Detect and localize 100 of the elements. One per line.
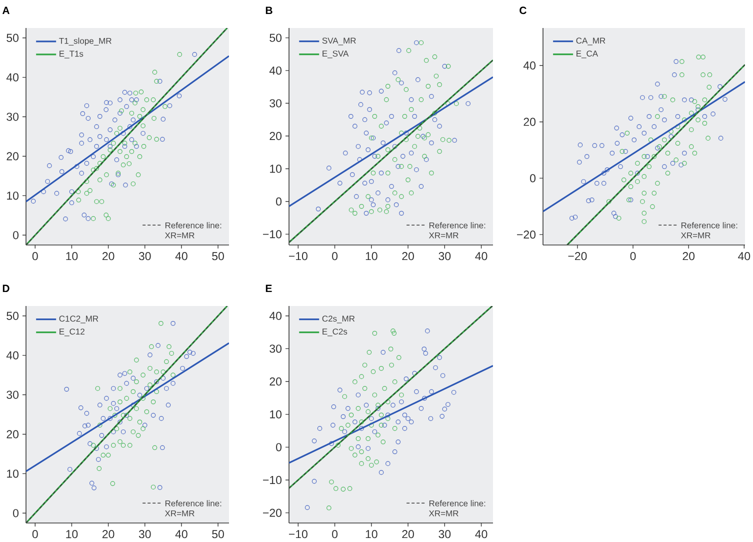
point bbox=[342, 429, 348, 434]
point bbox=[440, 137, 446, 142]
point bbox=[680, 59, 684, 64]
point bbox=[424, 58, 429, 63]
point bbox=[366, 436, 371, 442]
point bbox=[366, 147, 371, 152]
point bbox=[90, 154, 96, 160]
point bbox=[359, 426, 364, 431]
point bbox=[108, 100, 113, 106]
chart-title: D bbox=[2, 284, 10, 292]
x-tick-label: 40 bbox=[175, 252, 188, 260]
point bbox=[396, 164, 401, 169]
point bbox=[129, 110, 134, 116]
point bbox=[154, 389, 159, 394]
point bbox=[359, 374, 364, 379]
point bbox=[100, 416, 106, 421]
y-tick-label: 20 bbox=[270, 377, 282, 386]
point bbox=[628, 116, 634, 121]
point bbox=[166, 402, 171, 408]
point bbox=[104, 396, 109, 401]
point bbox=[154, 136, 159, 142]
point bbox=[399, 392, 404, 398]
point bbox=[604, 167, 610, 172]
point bbox=[118, 149, 122, 154]
point bbox=[352, 379, 358, 384]
point bbox=[376, 190, 380, 196]
point bbox=[99, 199, 104, 204]
point bbox=[94, 144, 99, 149]
point bbox=[130, 181, 136, 186]
point bbox=[389, 362, 394, 368]
point bbox=[184, 354, 189, 359]
x-tick-label: 10 bbox=[366, 252, 378, 260]
point bbox=[404, 137, 409, 142]
point bbox=[614, 140, 620, 146]
point bbox=[446, 138, 452, 143]
point bbox=[385, 412, 390, 418]
point bbox=[156, 343, 160, 348]
point bbox=[348, 412, 354, 418]
point bbox=[613, 214, 618, 219]
point bbox=[86, 422, 91, 428]
point bbox=[119, 108, 124, 114]
point bbox=[620, 132, 625, 138]
point bbox=[136, 433, 141, 438]
point bbox=[394, 202, 399, 208]
point bbox=[79, 170, 84, 176]
point bbox=[700, 72, 706, 78]
point bbox=[662, 137, 667, 142]
point bbox=[437, 124, 442, 129]
point bbox=[47, 163, 52, 168]
point bbox=[144, 409, 150, 414]
point bbox=[108, 148, 113, 152]
point bbox=[412, 114, 418, 119]
point bbox=[369, 422, 374, 428]
point bbox=[88, 137, 92, 142]
point bbox=[152, 445, 158, 450]
point bbox=[392, 144, 398, 149]
point bbox=[437, 82, 442, 88]
point bbox=[137, 392, 142, 398]
point bbox=[434, 74, 439, 79]
point bbox=[396, 440, 401, 444]
point bbox=[428, 416, 434, 421]
point bbox=[366, 409, 371, 414]
point bbox=[343, 150, 348, 156]
x-tick-label: 0 bbox=[332, 530, 338, 538]
annotation: Reference line: XR=MR bbox=[164, 500, 222, 516]
point bbox=[389, 184, 394, 189]
point bbox=[454, 101, 459, 106]
point bbox=[406, 48, 412, 53]
point bbox=[162, 104, 168, 109]
point bbox=[429, 389, 434, 394]
point bbox=[366, 446, 371, 451]
y-tick-label: 0 bbox=[13, 231, 19, 240]
point bbox=[123, 182, 128, 188]
point bbox=[76, 198, 82, 202]
point bbox=[672, 72, 677, 78]
point bbox=[140, 426, 146, 432]
point bbox=[662, 164, 667, 170]
point bbox=[340, 414, 346, 420]
point bbox=[86, 116, 91, 121]
point bbox=[422, 346, 427, 352]
x-tick-label: 40 bbox=[738, 252, 750, 260]
point bbox=[396, 355, 402, 360]
point bbox=[392, 330, 397, 336]
point bbox=[396, 419, 401, 424]
point bbox=[600, 143, 604, 148]
y-tick-label: 20 bbox=[270, 132, 282, 140]
point bbox=[152, 70, 158, 75]
x-tick-label: 40 bbox=[175, 530, 188, 538]
point bbox=[446, 402, 450, 407]
point bbox=[340, 486, 346, 492]
point bbox=[662, 117, 667, 122]
point bbox=[702, 97, 708, 102]
point bbox=[41, 189, 46, 194]
point bbox=[77, 431, 82, 436]
point bbox=[621, 178, 626, 182]
point bbox=[696, 104, 700, 110]
point bbox=[134, 97, 139, 102]
point bbox=[388, 346, 394, 352]
point bbox=[112, 118, 118, 122]
point bbox=[129, 149, 134, 154]
